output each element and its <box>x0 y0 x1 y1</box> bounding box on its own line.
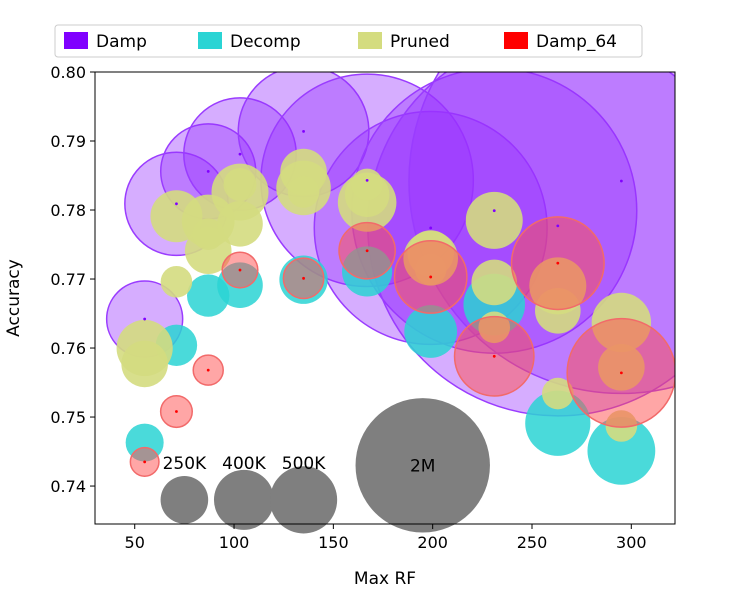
x-axis-label: Max RF <box>354 569 416 589</box>
y-axis-label: Accuracy <box>4 259 24 337</box>
legend-label-pruned: Pruned <box>390 32 450 52</box>
y-tick-label: 0.80 <box>50 63 86 82</box>
center-dot-damp <box>429 226 433 230</box>
center-dot-damp-64 <box>143 460 147 464</box>
size-legend: 250K 400K 500K 2M <box>160 398 490 534</box>
center-dot-damp <box>302 129 305 133</box>
x-tick-label: 200 <box>417 533 448 552</box>
bubble-pruned <box>287 176 320 208</box>
bubble-decomp <box>587 416 656 485</box>
size-legend-label: 2M <box>410 456 435 476</box>
legend: Damp Decomp Pruned Damp_64 <box>54 24 643 58</box>
center-dot-damp <box>492 209 496 213</box>
size-legend-label: 500K <box>282 454 326 474</box>
center-dot-damp <box>175 202 178 206</box>
center-dot-damp-64 <box>302 276 305 280</box>
center-dot-damp <box>556 224 560 228</box>
size-legend-label: 400K <box>222 454 266 474</box>
legend-label-damp: Damp <box>96 32 147 52</box>
size-legend-circle <box>355 398 490 533</box>
y-tick-label: 0.76 <box>50 339 86 358</box>
legend-swatch-damp <box>64 32 88 49</box>
x-tick-label: 300 <box>616 533 647 552</box>
x-tick-label: 150 <box>318 533 349 552</box>
center-dot-damp-64 <box>429 275 433 279</box>
bubble-decomp <box>404 305 458 358</box>
size-legend-circle <box>160 476 209 524</box>
center-dot-damp <box>143 317 147 321</box>
center-dot-damp-64 <box>206 368 210 372</box>
bubble-pruned <box>351 168 383 201</box>
x-tick-label: 100 <box>219 533 250 552</box>
y-axis: 0.74 0.75 0.76 0.77 0.78 0.79 0.80 <box>50 63 95 496</box>
y-tick-label: 0.77 <box>50 270 86 289</box>
bubble-pruned <box>192 218 225 250</box>
plot-frame <box>94 71 676 525</box>
legend-swatch-pruned <box>358 32 382 49</box>
center-dot-damp-64 <box>556 261 560 265</box>
y-tick-label: 0.74 <box>50 477 86 496</box>
center-dot-damp <box>365 178 369 182</box>
bubble-pruned <box>471 259 518 306</box>
center-dot-damp-64 <box>365 249 369 253</box>
center-dot-damp-64 <box>619 371 623 375</box>
center-dot-damp <box>206 169 210 173</box>
bubble-pruned <box>160 265 193 298</box>
legend-label-damp-64: Damp_64 <box>536 32 617 52</box>
legend-swatch-decomp <box>198 32 222 49</box>
bubble-pruned <box>121 340 168 388</box>
center-dot-damp-64 <box>492 354 496 358</box>
center-dot-damp <box>619 179 623 183</box>
center-dot-damp <box>238 152 242 156</box>
y-tick-label: 0.79 <box>50 132 86 151</box>
bubble-pruned <box>223 167 257 201</box>
bubble-pruned <box>542 377 574 410</box>
x-axis: 50 100 150 200 250 300 <box>125 524 647 552</box>
bubble-pruned <box>465 191 523 249</box>
x-tick-label: 250 <box>517 533 548 552</box>
center-dot-damp-64 <box>175 410 178 413</box>
bubble-decomp <box>525 390 591 456</box>
center-dot-damp-64 <box>238 268 242 272</box>
y-tick-label: 0.78 <box>50 201 86 220</box>
y-tick-label: 0.75 <box>50 408 86 427</box>
size-legend-label: 250K <box>163 454 207 474</box>
bubble-pruned <box>217 201 263 247</box>
legend-label-decomp: Decomp <box>230 32 301 52</box>
legend-swatch-damp-64 <box>504 32 528 49</box>
size-legend-circle <box>269 466 338 534</box>
x-tick-label: 50 <box>125 533 145 552</box>
size-legend-circle <box>213 469 274 530</box>
